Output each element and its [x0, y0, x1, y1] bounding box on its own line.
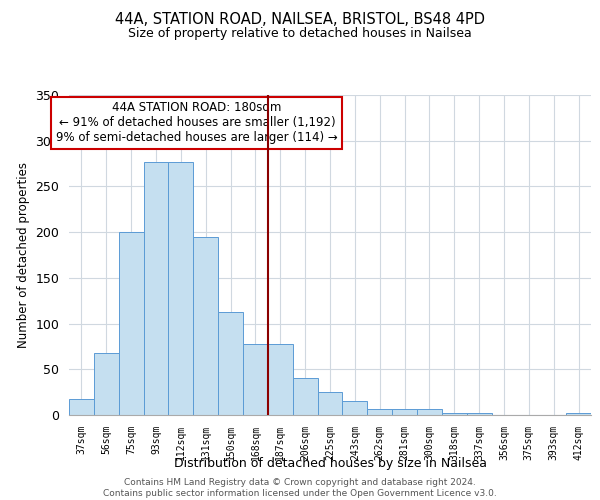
Bar	[367, 408, 392, 415]
Bar	[268, 344, 293, 415]
Bar	[218, 312, 243, 415]
Bar	[467, 413, 491, 415]
Bar	[69, 398, 94, 415]
Bar	[392, 408, 417, 415]
Bar	[143, 162, 169, 415]
Bar	[293, 378, 317, 415]
Text: 44A, STATION ROAD, NAILSEA, BRISTOL, BS48 4PD: 44A, STATION ROAD, NAILSEA, BRISTOL, BS4…	[115, 12, 485, 28]
Text: 44A STATION ROAD: 180sqm
← 91% of detached houses are smaller (1,192)
9% of semi: 44A STATION ROAD: 180sqm ← 91% of detach…	[56, 102, 338, 144]
Bar	[243, 344, 268, 415]
Bar	[317, 392, 343, 415]
Bar	[169, 162, 193, 415]
Bar	[417, 408, 442, 415]
Text: Contains HM Land Registry data © Crown copyright and database right 2024.
Contai: Contains HM Land Registry data © Crown c…	[103, 478, 497, 498]
Y-axis label: Number of detached properties: Number of detached properties	[17, 162, 30, 348]
Bar	[343, 402, 367, 415]
Text: Size of property relative to detached houses in Nailsea: Size of property relative to detached ho…	[128, 28, 472, 40]
Bar	[94, 353, 119, 415]
Bar	[119, 232, 143, 415]
Bar	[442, 413, 467, 415]
Text: Distribution of detached houses by size in Nailsea: Distribution of detached houses by size …	[173, 458, 487, 470]
Bar	[566, 413, 591, 415]
Bar	[193, 236, 218, 415]
